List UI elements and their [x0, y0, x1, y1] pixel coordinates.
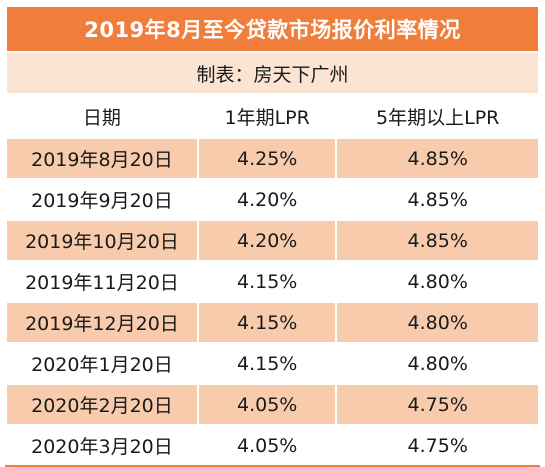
- row-lpr-5y: 4.80%: [335, 260, 540, 303]
- row-date: 2019年11月20日: [5, 260, 199, 303]
- row-lpr-1y: 4.20%: [196, 178, 338, 221]
- row-lpr-5y: 4.80%: [335, 342, 540, 385]
- row-lpr-5y: 4.75%: [335, 383, 540, 426]
- row-date: 2019年12月20日: [5, 301, 199, 344]
- row-lpr-1y: 4.15%: [196, 342, 338, 385]
- row-date: 2019年8月20日: [5, 137, 199, 180]
- column-header-row: 日期 1年期LPR 5年期以上LPR: [5, 93, 540, 139]
- row-lpr-5y: 4.75%: [335, 424, 540, 467]
- row-lpr-5y: 4.80%: [335, 301, 540, 344]
- row-lpr-5y: 4.85%: [335, 137, 540, 180]
- row-date: 2019年10月20日: [5, 219, 199, 262]
- row-lpr-1y: 4.20%: [196, 219, 338, 262]
- table-title: 2019年8月至今贷款市场报价利率情况: [5, 5, 540, 53]
- table-row: 2019年10月20日 4.20% 4.85%: [5, 219, 540, 262]
- table-row: 2019年11月20日 4.15% 4.80%: [5, 260, 540, 303]
- row-lpr-1y: 4.15%: [196, 260, 338, 303]
- row-date: 2020年1月20日: [5, 342, 199, 385]
- table-row: 2019年8月20日 4.25% 4.85%: [5, 137, 540, 180]
- row-date: 2020年3月20日: [5, 424, 199, 467]
- row-date: 2019年9月20日: [5, 178, 199, 221]
- row-lpr-1y: 4.05%: [196, 424, 338, 467]
- table-row: 2019年9月20日 4.20% 4.85%: [5, 178, 540, 221]
- table-row: 2019年12月20日 4.15% 4.80%: [5, 301, 540, 344]
- column-header-date: 日期: [5, 93, 199, 139]
- source-row: 制表：房天下广州: [5, 51, 540, 95]
- row-lpr-1y: 4.25%: [196, 137, 338, 180]
- row-lpr-5y: 4.85%: [335, 178, 540, 221]
- table-row: 2020年1月20日 4.15% 4.80%: [5, 342, 540, 385]
- table-row: 2020年2月20日 4.05% 4.75%: [5, 383, 540, 426]
- lpr-table: 2019年8月至今贷款市场报价利率情况 制表：房天下广州 日期 1年期LPR 5…: [5, 5, 540, 467]
- column-header-1y-lpr: 1年期LPR: [196, 93, 338, 139]
- row-date: 2020年2月20日: [5, 383, 199, 426]
- table-source: 制表：房天下广州: [5, 51, 540, 95]
- table-row: 2020年3月20日 4.05% 4.75%: [5, 424, 540, 467]
- row-lpr-5y: 4.85%: [335, 219, 540, 262]
- row-lpr-1y: 4.15%: [196, 301, 338, 344]
- title-row: 2019年8月至今贷款市场报价利率情况: [5, 5, 540, 53]
- column-header-5y-lpr: 5年期以上LPR: [335, 93, 540, 139]
- row-lpr-1y: 4.05%: [196, 383, 338, 426]
